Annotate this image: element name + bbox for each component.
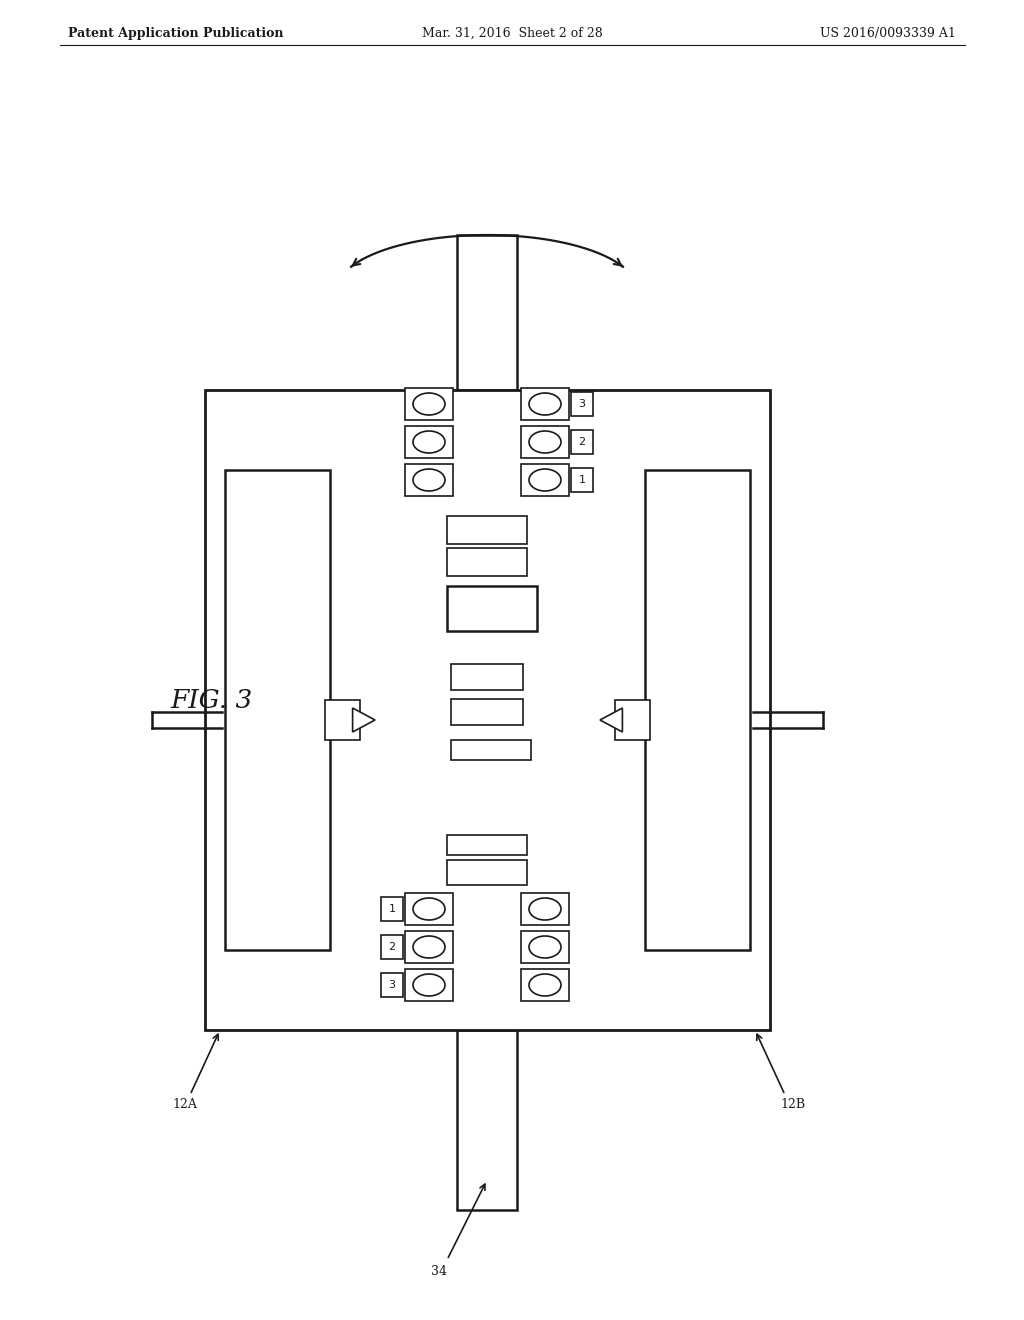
- Text: Patent Application Publication: Patent Application Publication: [68, 26, 284, 40]
- Text: 3: 3: [579, 399, 586, 409]
- Bar: [571, 430, 593, 454]
- Text: 3: 3: [388, 979, 395, 990]
- Ellipse shape: [529, 936, 561, 958]
- Polygon shape: [352, 708, 375, 733]
- Ellipse shape: [529, 432, 561, 453]
- Polygon shape: [600, 708, 623, 733]
- Bar: [406, 426, 453, 458]
- Bar: [406, 969, 453, 1001]
- Text: 2: 2: [579, 437, 586, 447]
- Bar: [457, 235, 517, 389]
- Bar: [521, 426, 569, 458]
- Bar: [571, 392, 593, 416]
- Ellipse shape: [413, 393, 445, 414]
- Bar: [451, 664, 523, 690]
- Bar: [406, 465, 453, 496]
- Ellipse shape: [529, 974, 561, 997]
- Bar: [521, 894, 569, 925]
- Ellipse shape: [529, 393, 561, 414]
- Text: US 2016/0093339 A1: US 2016/0093339 A1: [820, 26, 956, 40]
- Bar: [521, 969, 569, 1001]
- Bar: [521, 388, 569, 420]
- Ellipse shape: [413, 974, 445, 997]
- Bar: [406, 388, 453, 420]
- Ellipse shape: [413, 898, 445, 920]
- Bar: [521, 931, 569, 964]
- Bar: [447, 516, 527, 544]
- Bar: [571, 469, 593, 492]
- Bar: [225, 470, 330, 950]
- Bar: [381, 935, 403, 960]
- Bar: [521, 465, 569, 496]
- Text: FIG. 3: FIG. 3: [170, 688, 252, 713]
- Bar: [447, 586, 537, 631]
- Bar: [451, 741, 531, 760]
- Ellipse shape: [413, 936, 445, 958]
- Bar: [447, 861, 527, 884]
- Text: Mar. 31, 2016  Sheet 2 of 28: Mar. 31, 2016 Sheet 2 of 28: [422, 26, 602, 40]
- Bar: [645, 470, 750, 950]
- Text: 1: 1: [388, 904, 395, 913]
- Bar: [447, 836, 527, 855]
- Bar: [406, 894, 453, 925]
- Text: 12A: 12A: [173, 1098, 198, 1111]
- Text: 1: 1: [579, 475, 586, 484]
- Ellipse shape: [529, 469, 561, 491]
- Ellipse shape: [413, 469, 445, 491]
- Bar: [615, 700, 650, 741]
- Bar: [451, 700, 523, 725]
- Text: 2: 2: [388, 942, 395, 952]
- Ellipse shape: [529, 898, 561, 920]
- Bar: [381, 898, 403, 921]
- Ellipse shape: [413, 432, 445, 453]
- Bar: [457, 1030, 517, 1210]
- Text: 12B: 12B: [780, 1098, 806, 1111]
- Bar: [325, 700, 360, 741]
- Bar: [447, 548, 527, 576]
- Bar: [205, 389, 770, 1030]
- Text: 34: 34: [431, 1265, 447, 1278]
- Bar: [406, 931, 453, 964]
- Bar: [381, 973, 403, 997]
